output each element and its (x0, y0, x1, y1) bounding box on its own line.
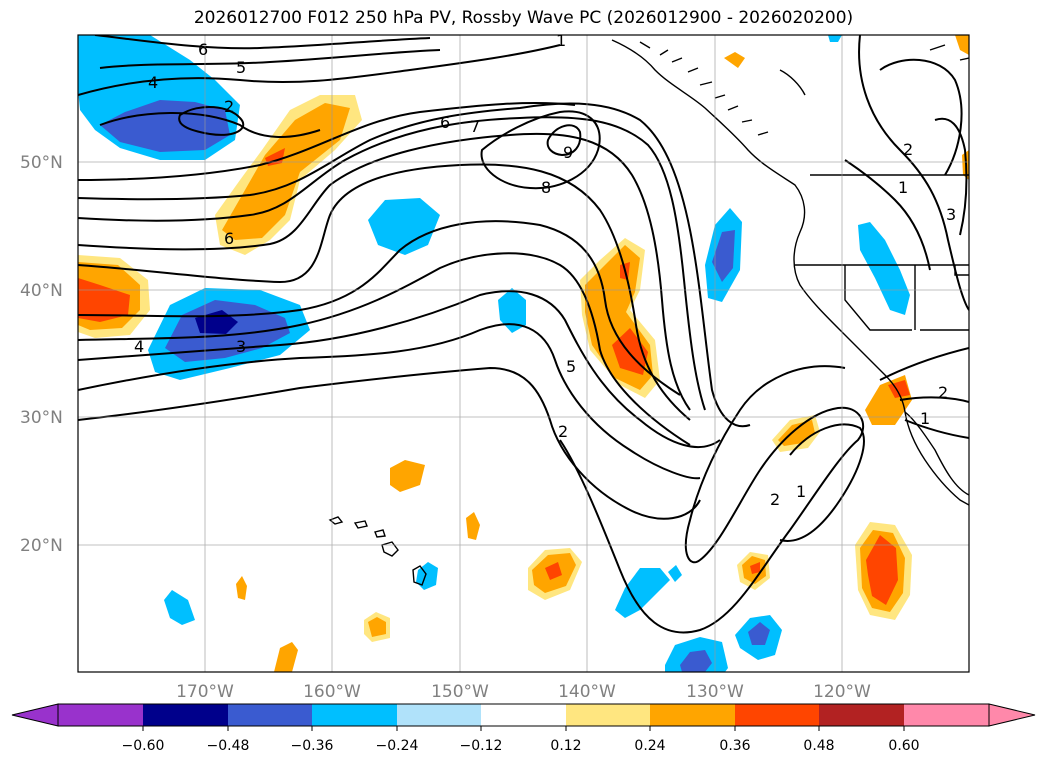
contour-label: 9 (563, 143, 573, 162)
contour-label: 2 (770, 490, 780, 509)
contour-label: 3 (236, 337, 246, 356)
contour-label: 5 (236, 58, 246, 77)
contour-label: 4 (134, 337, 144, 356)
colorbar-segment (143, 704, 228, 726)
colorbar-segment (397, 704, 481, 726)
colorbar-extend-left (11, 703, 59, 727)
colorbar-tick-label: −0.60 (122, 738, 165, 754)
colorbar: −0.60 −0.48 −0.36 −0.24 −0.12 0.12 0.24 … (11, 703, 1036, 754)
contour-label: 1 (796, 482, 806, 501)
colorbar-tick-label: −0.48 (207, 738, 250, 754)
colorbar-segment (481, 704, 566, 726)
colorbar-tick-label: 0.12 (550, 738, 581, 754)
lon-label-140w: 140°W (558, 682, 616, 702)
contour-label: 6 (198, 40, 208, 59)
contour-labels: 6 5 4 2 1 6 7 9 8 6 4 3 5 2 2 1 2 1 3 2 … (134, 31, 956, 509)
contour-label: 6 (224, 229, 234, 248)
coastlines (328, 39, 969, 586)
colorbar-ticks (142, 726, 905, 731)
colorbar-tick-label: −0.36 (291, 738, 334, 754)
lon-label-120w: 120°W (813, 682, 871, 702)
lon-label-160w: 160°W (303, 682, 361, 702)
colorbar-segment (58, 704, 143, 726)
lat-label-50n: 50°N (20, 153, 63, 173)
colorbar-tick-label: 0.48 (803, 738, 834, 754)
colorbar-segment (566, 704, 650, 726)
longitude-labels: 170°W 160°W 150°W 140°W 130°W 120°W (176, 682, 871, 702)
contour-label: 2 (558, 422, 568, 441)
contour-label: 1 (556, 31, 566, 50)
colorbar-tick-label: 0.36 (719, 738, 750, 754)
colorbar-segment (904, 704, 989, 726)
contour-label: 1 (898, 178, 908, 197)
colorbar-tick-label: −0.24 (376, 738, 419, 754)
contour-label: 3 (946, 205, 956, 224)
colorbar-segment (650, 704, 735, 726)
pv-contours (78, 35, 969, 634)
colorbar-segment (735, 704, 819, 726)
contour-label: 5 (566, 357, 576, 376)
colorbar-segment (228, 704, 312, 726)
latitude-labels: 50°N 40°N 30°N 20°N (20, 153, 63, 556)
colorbar-tick-label: 0.24 (634, 738, 665, 754)
colorbar-tick-label: −0.12 (460, 738, 503, 754)
colorbar-extend-right (988, 703, 1036, 727)
map-frame (77, 34, 970, 673)
contour-label: 2 (224, 97, 234, 116)
contour-label: 6 (440, 113, 450, 132)
lat-label-30n: 30°N (20, 408, 63, 428)
colorbar-segment (819, 704, 904, 726)
colorbar-segment (312, 704, 397, 726)
lat-label-40n: 40°N (20, 281, 63, 301)
contour-label: 2 (938, 383, 948, 402)
contour-label: 4 (148, 73, 158, 92)
contour-label: 2 (903, 140, 913, 159)
contour-label: 7 (470, 117, 480, 136)
lon-label-130w: 130°W (686, 682, 744, 702)
lat-label-20n: 20°N (20, 536, 63, 556)
gridlines (78, 35, 969, 672)
contour-label: 8 (541, 178, 551, 197)
lon-label-170w: 170°W (176, 682, 234, 702)
contour-label: 1 (920, 409, 930, 428)
colorbar-tick-label: 0.60 (888, 738, 919, 754)
lon-label-150w: 150°W (431, 682, 489, 702)
map-title: 2026012700 F012 250 hPa PV, Rossby Wave … (193, 8, 854, 28)
